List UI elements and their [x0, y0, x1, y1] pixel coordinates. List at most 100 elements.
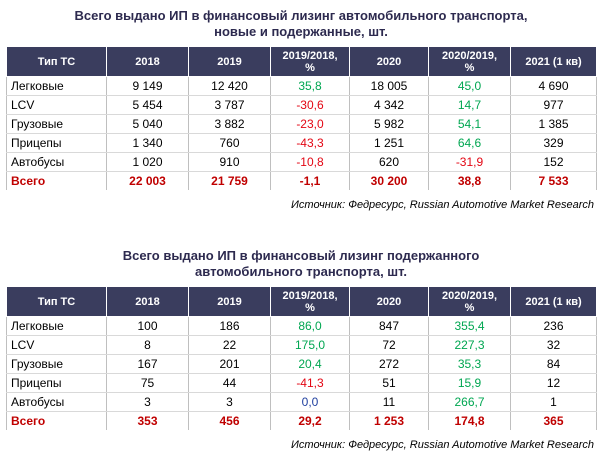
table1-header-cell: 2020	[349, 46, 429, 77]
table2-header-row: Тип ТС 2018 2019 2019/2018, % 2020 2020/2019,…	[6, 286, 597, 317]
table1-cell-v2020: 620	[349, 152, 429, 172]
table1-cell-g20: 14,7	[428, 95, 511, 115]
table1-row: Прицепы 1 340 760 -43,3 1 251 64,6 329	[6, 133, 597, 153]
table1-cell-g20: 38,8	[428, 171, 511, 190]
table1-cell-name: Прицепы	[6, 133, 107, 153]
table2-cell-g19: 29,2	[270, 411, 350, 430]
table1-cell-name: LCV	[6, 95, 107, 115]
table2-header-cell: 2019	[188, 286, 271, 317]
table1-cell-v2019: 21 759	[188, 171, 271, 190]
table2-cell-name: LCV	[6, 335, 107, 355]
table1-cell-v2021: 329	[510, 133, 597, 153]
table1-header-cell: Тип ТС	[6, 46, 107, 77]
table2-cell-v2019: 3	[188, 392, 271, 412]
table2-header-cell: 2018	[106, 286, 189, 317]
table2-cell-v2021: 12	[510, 373, 597, 393]
table1-cell-v2018: 1 340	[106, 133, 189, 153]
table1-total-row: Всего 22 003 21 759 -1,1 30 200 38,8 7 533	[6, 171, 597, 190]
table2-cell-g19: 0,0	[270, 392, 350, 412]
table1-cell-v2019: 760	[188, 133, 271, 153]
table1-cell-v2020: 4 342	[349, 95, 429, 115]
table2-cell-g19: 86,0	[270, 316, 350, 336]
table1-cell-g19: -23,0	[270, 114, 350, 134]
table2-title-line1: Всего выдано ИП в финансовый лизинг поде…	[122, 248, 480, 263]
table2-cell-name: Всего	[6, 411, 107, 430]
table1-cell-g20: 54,1	[428, 114, 511, 134]
table1: Тип ТС 2018 2019 2019/2018, % 2020 2020/2019,…	[6, 46, 597, 190]
table2-cell-v2021: 84	[510, 354, 597, 374]
table2-cell-v2019: 22	[188, 335, 271, 355]
table2-title: Всего выдано ИП в финансовый лизинг поде…	[6, 248, 596, 280]
table1-header-cell: 2019/2018, %	[270, 46, 350, 77]
table2-cell-v2018: 3	[106, 392, 189, 412]
table2-header-cell: 2021 (1 кв)	[510, 286, 597, 317]
table2-total-row: Всего 353 456 29,2 1 253 174,8 365	[6, 411, 597, 430]
table1-cell-v2020: 1 251	[349, 133, 429, 153]
table2-cell-v2020: 272	[349, 354, 429, 374]
table2-header-cell: 2020/2019, %	[428, 286, 511, 317]
table1-cell-v2021: 977	[510, 95, 597, 115]
table2-cell-g19: 175,0	[270, 335, 350, 355]
table1-cell-v2018: 22 003	[106, 171, 189, 190]
table2-cell-g19: -41,3	[270, 373, 350, 393]
table1-cell-v2021: 1 385	[510, 114, 597, 134]
table2-header-cell: 2019/2018, %	[270, 286, 350, 317]
table2-cell-v2019: 186	[188, 316, 271, 336]
table2-row: Легковые 100 186 86,0 847 355,4 236	[6, 316, 597, 336]
table2-title-line2: автомобильного транспорта, шт.	[195, 264, 407, 279]
table1-cell-v2019: 3 882	[188, 114, 271, 134]
table1-source: Источник: Федресурс, Russian Automotive …	[291, 199, 594, 211]
table1-header-row: Тип ТС 2018 2019 2019/2018, % 2020 2020/2019,…	[6, 46, 597, 77]
table1-cell-name: Грузовые	[6, 114, 107, 134]
table2-cell-g20: 227,3	[428, 335, 511, 355]
table2-cell-name: Прицепы	[6, 373, 107, 393]
table1-row: Легковые 9 149 12 420 35,8 18 005 45,0 4 690	[6, 76, 597, 96]
table1-header-cell: 2018	[106, 46, 189, 77]
table1-cell-name: Автобусы	[6, 152, 107, 172]
table2-cell-v2021: 236	[510, 316, 597, 336]
table1-cell-g19: -30,6	[270, 95, 350, 115]
table1-cell-g19: -1,1	[270, 171, 350, 190]
table1-title: Всего выдано ИП в финансовый лизинг авто…	[6, 8, 596, 40]
table2-cell-v2018: 8	[106, 335, 189, 355]
table2-cell-name: Легковые	[6, 316, 107, 336]
table2-cell-v2019: 201	[188, 354, 271, 374]
table1-cell-v2019: 3 787	[188, 95, 271, 115]
table1-cell-g20: -31,9	[428, 152, 511, 172]
table2-cell-g19: 20,4	[270, 354, 350, 374]
table1-cell-v2018: 5 454	[106, 95, 189, 115]
table1-row: LCV 5 454 3 787 -30,6 4 342 14,7 977	[6, 95, 597, 115]
table2-row: Грузовые 167 201 20,4 272 35,3 84	[6, 354, 597, 374]
table2-cell-name: Автобусы	[6, 392, 107, 412]
table2-cell-g20: 15,9	[428, 373, 511, 393]
table2-cell-v2020: 11	[349, 392, 429, 412]
table1-row: Автобусы 1 020 910 -10,8 620 -31,9 152	[6, 152, 597, 172]
table2-cell-v2019: 44	[188, 373, 271, 393]
table2-row: Прицепы 75 44 -41,3 51 15,9 12	[6, 373, 597, 393]
table2-cell-v2018: 353	[106, 411, 189, 430]
table2-cell-g20: 35,3	[428, 354, 511, 374]
table1-block: Всего выдано ИП в финансовый лизинг авто…	[6, 8, 597, 211]
table1-cell-v2018: 1 020	[106, 152, 189, 172]
table2-row: Автобусы 3 3 0,0 11 266,7 1	[6, 392, 597, 412]
table1-cell-v2018: 9 149	[106, 76, 189, 96]
table2-cell-v2021: 365	[510, 411, 597, 430]
table1-title-line2: новые и подержанные, шт.	[214, 24, 388, 39]
table1-cell-v2020: 5 982	[349, 114, 429, 134]
table2-cell-v2020: 51	[349, 373, 429, 393]
table2-header-cell: Тип ТС	[6, 286, 107, 317]
table2-cell-v2021: 1	[510, 392, 597, 412]
table1-cell-g19: -43,3	[270, 133, 350, 153]
table1-row: Грузовые 5 040 3 882 -23,0 5 982 54,1 1 385	[6, 114, 597, 134]
table2-cell-name: Грузовые	[6, 354, 107, 374]
table2-cell-v2020: 72	[349, 335, 429, 355]
table1-cell-name: Всего	[6, 171, 107, 190]
table1-cell-v2020: 18 005	[349, 76, 429, 96]
table1-cell-v2020: 30 200	[349, 171, 429, 190]
table1-cell-v2021: 7 533	[510, 171, 597, 190]
table1-cell-name: Легковые	[6, 76, 107, 96]
table1-cell-g19: -10,8	[270, 152, 350, 172]
table1-header-cell: 2019	[188, 46, 271, 77]
table1-header-cell: 2021 (1 кв)	[510, 46, 597, 77]
table2-cell-v2018: 75	[106, 373, 189, 393]
